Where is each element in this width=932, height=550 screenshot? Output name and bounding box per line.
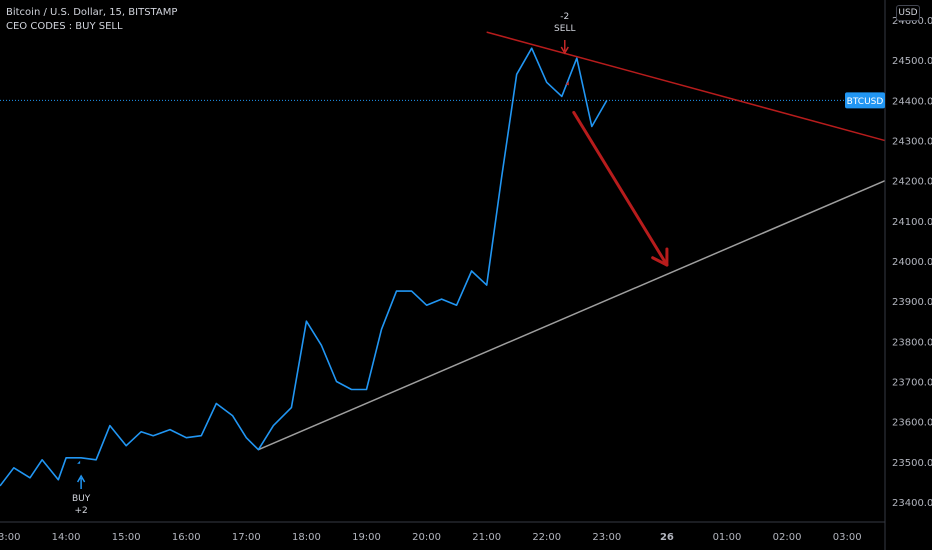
time-tick-label: 18:00	[292, 532, 321, 543]
time-tick-label: 22:00	[532, 532, 561, 543]
price-tag-label: BTCUSD	[847, 97, 884, 107]
time-tick-label: 13:00	[0, 532, 20, 543]
time-tick-label: 02:00	[773, 532, 802, 543]
time-tick-label: 20:00	[412, 532, 441, 543]
price-tick-label: 24200.00	[892, 177, 932, 188]
legend-symbol-title: Bitcoin / U.S. Dollar, 15, BITSTAMP	[6, 7, 178, 18]
support-trendline[interactable]	[258, 180, 886, 451]
plot-area: BUY +2 -2 SELL	[0, 12, 886, 516]
time-tick-label: 16:00	[172, 532, 201, 543]
buy-arrow-head-icon	[76, 474, 86, 483]
buy-signal-label: BUY	[72, 494, 91, 504]
price-tick-label: 24400.00	[892, 96, 932, 107]
price-tick-label: 23900.00	[892, 297, 932, 308]
time-tick-label: 01:00	[713, 532, 742, 543]
sell-signal-value: -2	[560, 12, 569, 22]
price-tick-label: 23500.00	[892, 458, 932, 469]
time-tick-label: 19:00	[352, 532, 381, 543]
sell-marker-icon	[565, 81, 569, 86]
price-tag-box	[845, 92, 885, 109]
price-tick-label: 24300.00	[892, 137, 932, 148]
time-tick-label: 03:00	[833, 532, 862, 543]
price-tick-label: 24600.00	[892, 16, 932, 27]
price-tick-label: 24000.00	[892, 257, 932, 268]
buy-signal-value: +2	[74, 506, 87, 516]
price-tick-label: 23800.00	[892, 337, 932, 348]
projection-arrow-shaft[interactable]	[572, 110, 669, 267]
time-tick-label: 14:00	[52, 532, 81, 543]
time-tick-label: 15:00	[112, 532, 141, 543]
resistance-trendline[interactable]	[486, 31, 886, 142]
time-tick-label: 26	[660, 532, 674, 543]
time-tick-label: 23:00	[592, 532, 621, 543]
buy-marker-icon	[77, 460, 81, 464]
price-tick-label: 24100.00	[892, 217, 932, 228]
price-tick-label: 23700.00	[892, 377, 932, 388]
sell-arrow-head-icon	[560, 46, 569, 55]
price-tick-label: 24500.00	[892, 56, 932, 67]
legend-indicator-title: CEO CODES : BUY SELL	[6, 21, 123, 32]
currency-button[interactable]: USD	[896, 5, 920, 21]
price-tick-label: 23600.00	[892, 418, 932, 429]
chart-legend: Bitcoin / U.S. Dollar, 15, BITSTAMP CEO …	[6, 6, 177, 34]
projection-arrow-head	[651, 256, 669, 267]
time-tick-label: 17:00	[232, 532, 261, 543]
price-series-line[interactable]	[0, 47, 608, 487]
price-tick-label: 23400.00	[892, 498, 932, 509]
sell-signal-label: SELL	[554, 24, 575, 34]
time-tick-label: 21:00	[472, 532, 501, 543]
